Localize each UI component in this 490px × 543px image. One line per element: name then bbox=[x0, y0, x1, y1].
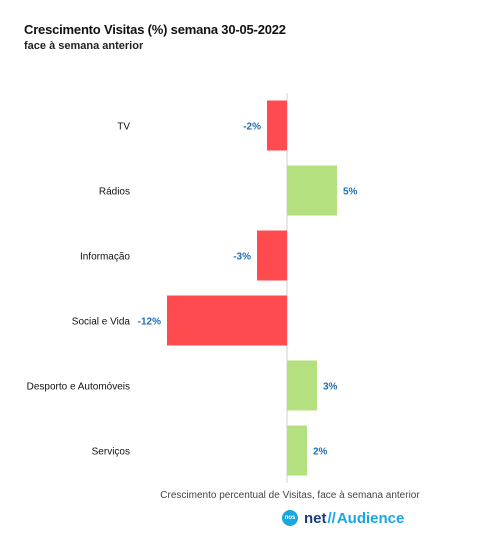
data-label: -3% bbox=[233, 252, 251, 263]
chart-title: Crescimento Visitas (%) semana 30-05-202… bbox=[24, 22, 286, 37]
bar bbox=[167, 295, 287, 346]
category-label: Desporto e Automóveis bbox=[27, 382, 130, 393]
data-label: -12% bbox=[138, 317, 161, 328]
category-label: Social e Vida bbox=[72, 317, 131, 328]
bar bbox=[257, 230, 287, 281]
logo-net-text: net bbox=[304, 509, 327, 527]
data-label: 3% bbox=[323, 382, 338, 393]
logo-badge-icon: nos bbox=[282, 510, 298, 526]
data-label: 5% bbox=[343, 187, 358, 198]
logo-slash-text: // bbox=[327, 509, 336, 527]
chart-subtitle: face à semana anterior bbox=[24, 40, 144, 52]
logo-audience-text: Audience bbox=[336, 509, 405, 527]
bar bbox=[287, 425, 307, 476]
category-label: Serviços bbox=[92, 447, 130, 458]
category-label: TV bbox=[117, 122, 130, 133]
data-label: 2% bbox=[313, 447, 328, 458]
data-label: -2% bbox=[243, 122, 261, 133]
bar-chart: TV -2% Rádios 5% Informação -3% Social e Vida -… bbox=[27, 93, 358, 483]
bar bbox=[287, 165, 337, 216]
category-label: Rádios bbox=[99, 187, 130, 198]
bar bbox=[267, 100, 287, 151]
category-label: Informação bbox=[80, 252, 130, 263]
netaudience-logo: nos net // Audience bbox=[282, 508, 404, 528]
x-axis-label: Crescimento percentual de Visitas, face … bbox=[160, 490, 420, 501]
bar bbox=[287, 360, 317, 411]
